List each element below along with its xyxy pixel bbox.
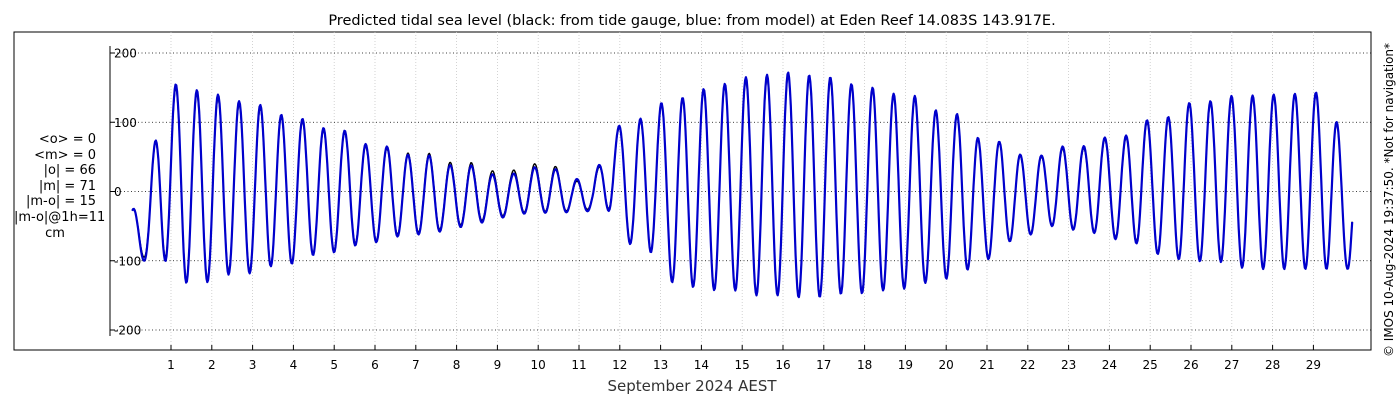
x-tick-label: 5 [330, 358, 338, 372]
x-tick-label: 13 [653, 358, 668, 372]
x-tick-label: 7 [412, 358, 420, 372]
axis-layer: 1 2 3 4 5 6 7 8 9 10 11 12 13 14 15 16 17 18 19 20 21 22 23 24 2… [109, 46, 1321, 372]
stat-abs-diff-1h: |m-o|@1h=11 [14, 209, 106, 225]
x-tick-label: 8 [453, 358, 461, 372]
series-layer [131, 71, 1354, 299]
y-tick-label: 200 [114, 47, 137, 61]
stat-abs-model: |m| = 71 [38, 178, 96, 194]
y-tick-label: -200 [114, 324, 141, 338]
y-tick-label: 0 [114, 185, 122, 199]
x-tick-label: 16 [775, 358, 790, 372]
stat-mean-model: <m> = 0 [34, 147, 96, 163]
series-line-model [131, 71, 1354, 299]
x-tick-label: 29 [1306, 358, 1321, 372]
x-tick-label: 3 [249, 358, 257, 372]
x-tick-label: 25 [1143, 358, 1158, 372]
x-tick-label: 1 [167, 358, 175, 372]
y-tick-label: 100 [114, 116, 137, 130]
stat-abs-diff: |m-o| = 15 [25, 194, 96, 210]
y-tick-label: -100 [114, 254, 141, 268]
x-tick-label: 15 [735, 358, 750, 372]
stat-abs-observed: |o| = 66 [43, 163, 96, 179]
x-tick-label: 10 [531, 358, 546, 372]
plot-frame [13, 31, 1372, 351]
x-tick-label: 21 [979, 358, 994, 372]
copyright-notice: © IMOS 10-Aug-2024 19:37:50. *Not for na… [1382, 42, 1396, 358]
x-tick-label: 9 [494, 358, 502, 372]
chart-title: Predicted tidal sea level (black: from t… [328, 13, 1055, 29]
x-tick-label: 2 [208, 358, 216, 372]
x-tick-label: 6 [371, 358, 379, 372]
x-tick-label: 4 [290, 358, 298, 372]
x-tick-label: 11 [571, 358, 586, 372]
x-axis-label: September 2024 AEST [607, 377, 777, 395]
x-tick-label: 28 [1265, 358, 1280, 372]
x-tick-label: 17 [816, 358, 831, 372]
x-tick-label: 20 [939, 358, 954, 372]
x-tick-label: 27 [1224, 358, 1239, 372]
x-tick-label: 23 [1061, 358, 1076, 372]
stat-mean-observed: <o> = 0 [38, 132, 96, 147]
x-tick-label: 14 [694, 358, 709, 372]
x-tick-label: 19 [898, 358, 913, 372]
stat-unit: cm [45, 225, 65, 241]
stats-panel: <o> = 0 <m> = 0 |o| = 66 |m| = 71 |m-o| … [14, 132, 106, 241]
x-tick-label: 22 [1020, 358, 1035, 372]
x-tick-label: 24 [1102, 358, 1117, 372]
x-tick-label: 12 [612, 358, 627, 372]
x-tick-label: 26 [1183, 358, 1198, 372]
x-tick-label: 18 [857, 358, 872, 372]
